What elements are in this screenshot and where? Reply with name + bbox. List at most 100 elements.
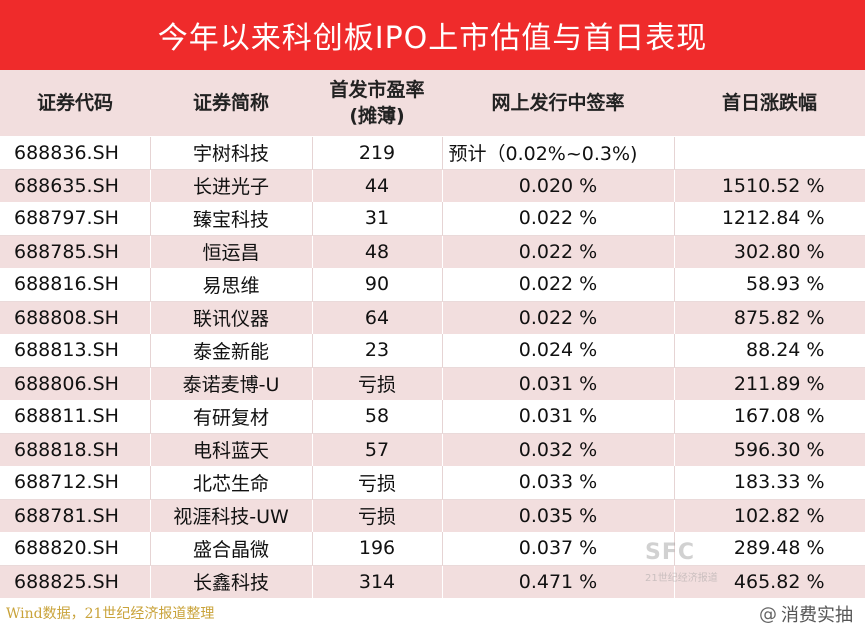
cell-code: 688820.SH bbox=[0, 532, 151, 566]
cell-rate: 0.471 % bbox=[442, 565, 675, 598]
cell-code: 688818.SH bbox=[0, 433, 151, 466]
cell-pe: 亏损 bbox=[312, 499, 443, 532]
cell-name: 臻宝科技 bbox=[150, 202, 313, 236]
header-pe-line1: 首发市盈率 bbox=[329, 78, 425, 101]
table-row: 688785.SH 恒运昌 48 0.022 % 302.80 % bbox=[0, 235, 865, 268]
cell-change: 596.30 % bbox=[674, 433, 865, 466]
cell-rate: 0.022 % bbox=[442, 301, 675, 334]
cell-name: 视涯科技-UW bbox=[150, 499, 313, 532]
cell-code: 688806.SH bbox=[0, 367, 151, 400]
cell-rate: 0.022 % bbox=[442, 202, 675, 236]
cell-rate: 0.037 % bbox=[442, 532, 675, 566]
cell-change: 58.93 % bbox=[674, 268, 865, 302]
cell-change: 302.80 % bbox=[674, 235, 865, 268]
cell-name: 泰金新能 bbox=[150, 334, 313, 368]
cell-name: 泰诺麦博-U bbox=[150, 367, 313, 400]
weibo-icon: @ bbox=[759, 603, 777, 625]
table-row: 688816.SH 易思维 90 0.022 % 58.93 % bbox=[0, 268, 865, 302]
table-row: 688712.SH 北芯生命 亏损 0.033 % 183.33 % bbox=[0, 466, 865, 500]
cell-rate: 0.033 % bbox=[442, 466, 675, 500]
cell-pe: 31 bbox=[312, 202, 443, 236]
cell-rate: 0.031 % bbox=[442, 367, 675, 400]
table-row: 688811.SH 有研复材 58 0.031 % 167.08 % bbox=[0, 400, 865, 434]
weibo-handle-text: 消费实抽 bbox=[781, 605, 853, 626]
cell-code: 688781.SH bbox=[0, 499, 151, 532]
table-row: 688781.SH 视涯科技-UW 亏损 0.035 % 102.82 % bbox=[0, 499, 865, 532]
cell-change: 465.82 % bbox=[674, 565, 865, 598]
cell-rate: 0.031 % bbox=[442, 400, 675, 434]
cell-code: 688797.SH bbox=[0, 202, 151, 236]
cell-change: 1212.84 % bbox=[674, 202, 865, 236]
cell-code: 688813.SH bbox=[0, 334, 151, 368]
table-row: 688808.SH 联讯仪器 64 0.022 % 875.82 % bbox=[0, 301, 865, 334]
cell-code: 688635.SH bbox=[0, 169, 151, 202]
cell-pe: 23 bbox=[312, 334, 443, 368]
table-row: 688818.SH 电科蓝天 57 0.032 % 596.30 % bbox=[0, 433, 865, 466]
cell-name: 盛合晶微 bbox=[150, 532, 313, 566]
cell-change: 183.33 % bbox=[674, 466, 865, 500]
cell-name: 北芯生命 bbox=[150, 466, 313, 500]
header-row: 证券代码 证券简称 首发市盈率 (摊薄) 网上发行中签率 首日涨跌幅 bbox=[0, 70, 865, 137]
cell-name: 恒运昌 bbox=[150, 235, 313, 268]
header-pe-line2: (摊薄) bbox=[349, 104, 405, 127]
cell-pe: 314 bbox=[312, 565, 443, 598]
weibo-handle[interactable]: @ 消费实抽 bbox=[759, 601, 853, 627]
cell-change: 875.82 % bbox=[674, 301, 865, 334]
cell-code: 688712.SH bbox=[0, 466, 151, 500]
footer bbox=[0, 601, 865, 628]
cell-name: 宇树科技 bbox=[150, 136, 313, 170]
cell-rate: 0.024 % bbox=[442, 334, 675, 368]
table-row: 688820.SH 盛合晶微 196 0.037 % 289.48 % bbox=[0, 532, 865, 566]
cell-pe: 亏损 bbox=[312, 367, 443, 400]
header-change: 首日涨跌幅 bbox=[674, 70, 865, 137]
table-body: 688836.SH 宇树科技 219 预计（0.02%~0.3%) 688635.SH 长… bbox=[0, 136, 865, 598]
cell-pe: 219 bbox=[312, 136, 443, 170]
cell-rate: 0.022 % bbox=[442, 235, 675, 268]
cell-change: 88.24 % bbox=[674, 334, 865, 368]
cell-code: 688825.SH bbox=[0, 565, 151, 598]
header-rate: 网上发行中签率 bbox=[442, 70, 674, 137]
table-row: 688825.SH 长鑫科技 314 0.471 % 465.82 % bbox=[0, 565, 865, 598]
cell-name: 电科蓝天 bbox=[150, 433, 313, 466]
table-header: 证券代码 证券简称 首发市盈率 (摊薄) 网上发行中签率 首日涨跌幅 bbox=[0, 70, 865, 137]
header-code: 证券代码 bbox=[0, 70, 150, 137]
cell-change: 289.48 % bbox=[674, 532, 865, 566]
table-row: 688797.SH 臻宝科技 31 0.022 % 1212.84 % bbox=[0, 202, 865, 236]
cell-pe: 64 bbox=[312, 301, 443, 334]
cell-rate: 0.020 % bbox=[442, 169, 675, 202]
table-title: 今年以来科创板IPO上市估值与首日表现 bbox=[0, 0, 865, 70]
cell-change: 102.82 % bbox=[674, 499, 865, 532]
cell-rate: 0.032 % bbox=[442, 433, 675, 466]
table-row: 688635.SH 长进光子 44 0.020 % 1510.52 % bbox=[0, 169, 865, 202]
cell-name: 长鑫科技 bbox=[150, 565, 313, 598]
header-pe: 首发市盈率 (摊薄) bbox=[312, 70, 442, 137]
cell-code: 688785.SH bbox=[0, 235, 151, 268]
cell-pe: 48 bbox=[312, 235, 443, 268]
cell-code: 688811.SH bbox=[0, 400, 151, 434]
cell-pe: 58 bbox=[312, 400, 443, 434]
cell-name: 联讯仪器 bbox=[150, 301, 313, 334]
cell-rate: 0.022 % bbox=[442, 268, 675, 302]
cell-name: 有研复材 bbox=[150, 400, 313, 434]
cell-name: 长进光子 bbox=[150, 169, 313, 202]
ipo-table: 证券代码 证券简称 首发市盈率 (摊薄) 网上发行中签率 首日涨跌幅 68883… bbox=[0, 70, 865, 598]
table-row: 688836.SH 宇树科技 219 预计（0.02%~0.3%) bbox=[0, 136, 865, 170]
cell-rate: 预计（0.02%~0.3%) bbox=[442, 136, 675, 170]
table-row: 688813.SH 泰金新能 23 0.024 % 88.24 % bbox=[0, 334, 865, 368]
cell-pe: 44 bbox=[312, 169, 443, 202]
cell-pe: 57 bbox=[312, 433, 443, 466]
cell-pe: 196 bbox=[312, 532, 443, 566]
cell-code: 688808.SH bbox=[0, 301, 151, 334]
source-note: Wind数据，21世纪经济报道整理 bbox=[6, 606, 215, 622]
cell-pe: 亏损 bbox=[312, 466, 443, 500]
cell-change bbox=[674, 136, 865, 170]
header-name: 证券简称 bbox=[150, 70, 312, 137]
cell-code: 688816.SH bbox=[0, 268, 151, 302]
cell-change: 211.89 % bbox=[674, 367, 865, 400]
cell-name: 易思维 bbox=[150, 268, 313, 302]
table-row: 688806.SH 泰诺麦博-U 亏损 0.031 % 211.89 % bbox=[0, 367, 865, 400]
cell-change: 1510.52 % bbox=[674, 169, 865, 202]
cell-change: 167.08 % bbox=[674, 400, 865, 434]
cell-code: 688836.SH bbox=[0, 136, 151, 170]
cell-pe: 90 bbox=[312, 268, 443, 302]
